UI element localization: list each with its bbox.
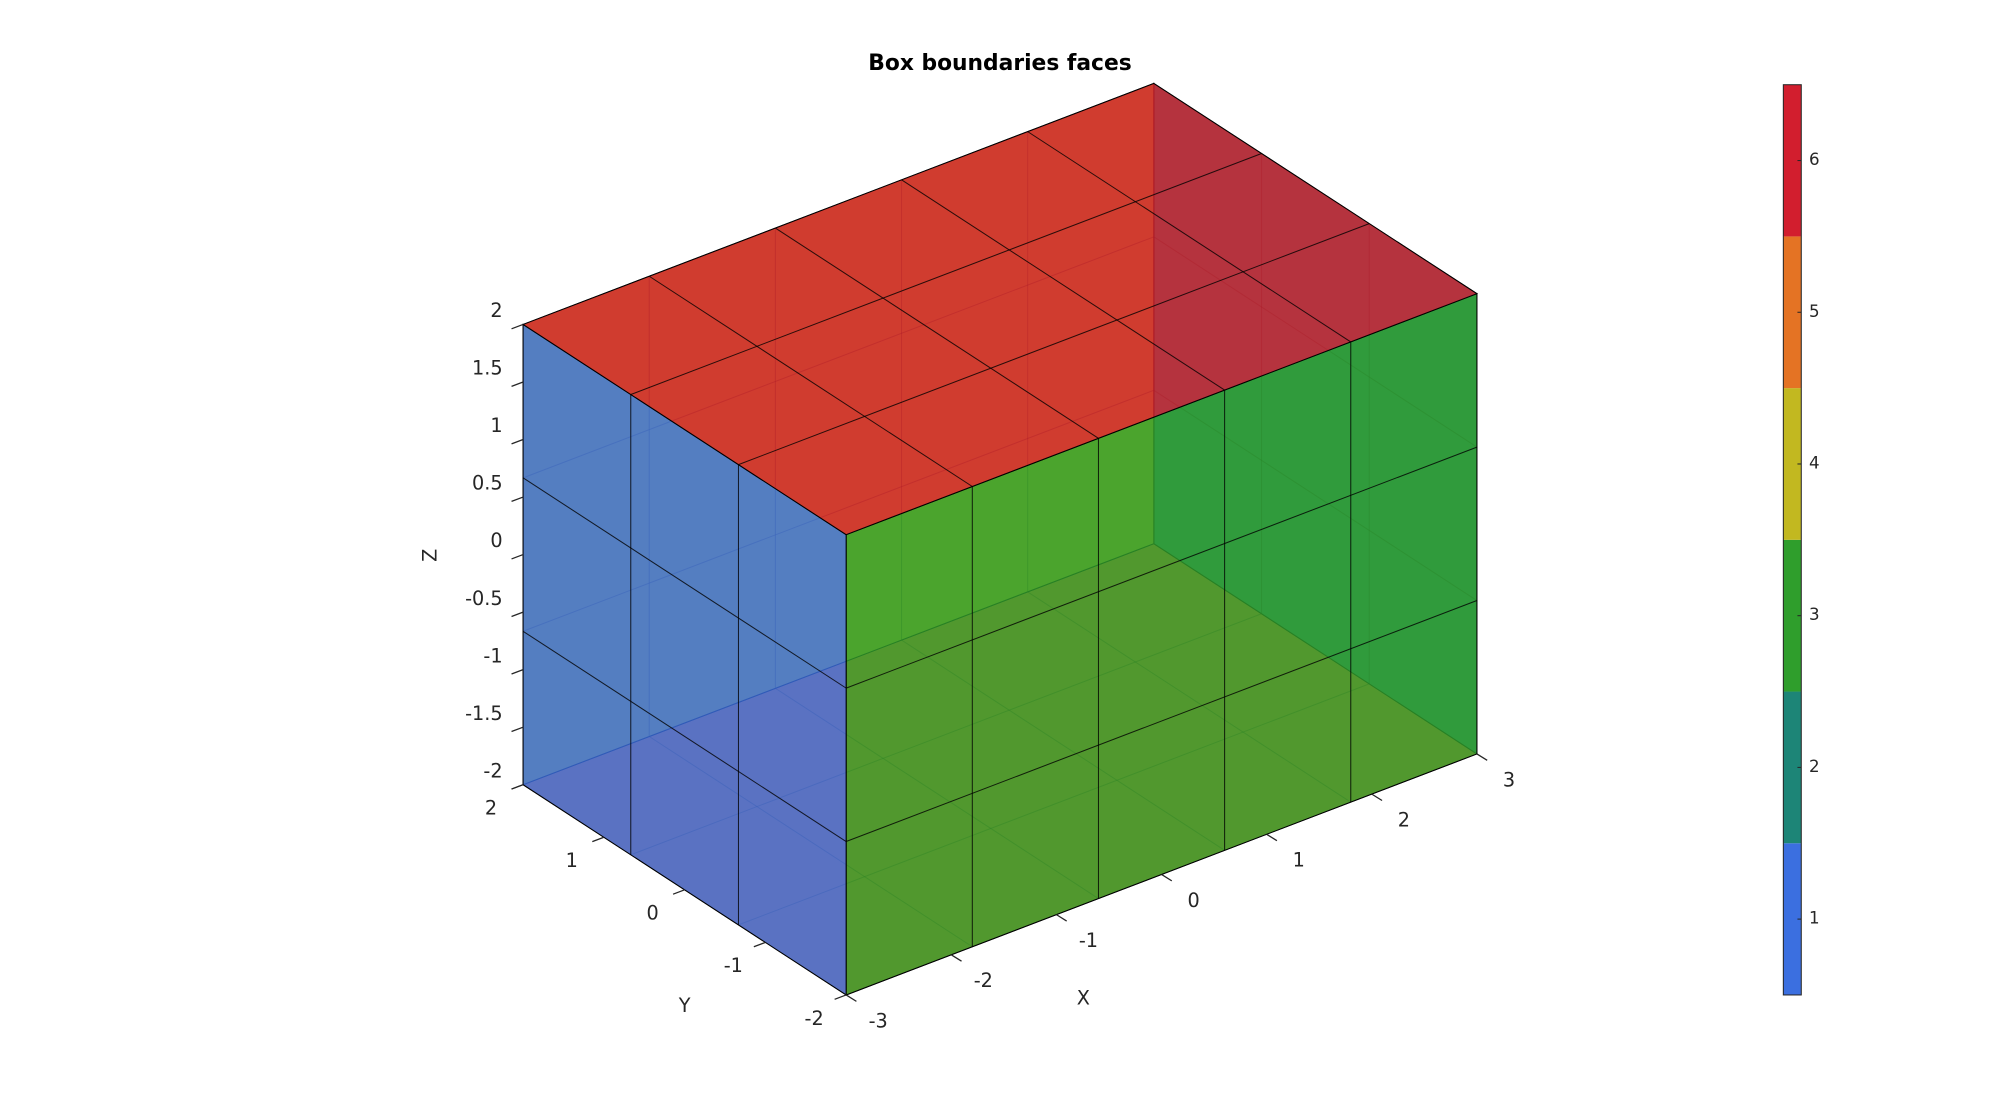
colorbar-segment [1783,539,1802,692]
y-tick [753,941,766,948]
y-tick-label: 0 [646,902,658,925]
z-tick-label: -2 [483,759,502,782]
z-tick-label: 0 [490,529,502,552]
chart-title: Box boundaries faces [868,51,1131,76]
x-tick-label: 2 [1398,809,1410,832]
y-tick-label: -2 [805,1007,824,1030]
x-tick [1056,914,1068,922]
y-axis-label: Y [678,994,691,1017]
colorbar-tick-label: 1 [1809,909,1820,928]
y-tick [672,889,685,895]
mesh-line [630,153,1262,396]
z-tick-label: 1.5 [472,357,503,380]
mesh-line [648,275,973,487]
z-tick [511,496,524,503]
x-tick-label: -3 [869,1009,888,1032]
z-tick [511,553,524,560]
z-tick [511,669,524,675]
x-tick [1266,833,1278,842]
colorbar-tick-label: 5 [1809,302,1820,321]
z-axis-label: Z [418,549,441,562]
mesh-line [901,179,1225,391]
colorbar-segment [1783,388,1802,540]
z-tick [511,323,524,330]
z-tick-label: 2 [490,299,502,322]
colorbar-segment [1783,843,1802,995]
y-tick [592,836,605,843]
x-tick-label: -1 [1079,929,1098,952]
mesh-line [522,630,847,842]
x-axis-label: X [1077,986,1090,1009]
z-tick [511,611,524,618]
colorbar-tick-label: 6 [1809,150,1820,169]
x-tick-label: 0 [1187,889,1199,912]
x-tick-label: -2 [974,969,993,992]
z-tick-label: -1.5 [465,702,503,725]
mesh-line [1027,131,1352,343]
x-tick-label: 1 [1293,849,1305,872]
x-tick [1161,873,1173,882]
mesh-line [845,446,1478,689]
mesh-line [845,600,1478,843]
y-tick-label: -1 [724,954,743,977]
colorbar-frame [1782,84,1802,996]
x-tick [950,954,962,962]
mesh-line [775,227,1099,439]
z-tick-label: 1 [490,414,502,437]
mesh-line [738,223,1370,466]
x-tick-label: 3 [1503,768,1515,791]
colorbar-segment [1783,236,1802,389]
z-tick [511,784,524,790]
z-tick [511,381,524,387]
x-tick [845,994,857,1002]
z-tick-label: 0.5 [472,472,503,495]
y-tick [834,994,847,1000]
mesh-line [522,477,847,689]
colorbar-tick-label: 4 [1809,453,1820,472]
x-tick [1476,753,1488,761]
z-tick [511,438,524,445]
colorbar-tick-label: 3 [1809,605,1820,624]
z-tick-label: -0.5 [465,587,503,610]
z-tick-label: -1 [483,644,502,667]
x-tick [1371,793,1383,802]
z-tick [511,726,524,733]
y-tick-label: 2 [485,797,497,820]
colorbar-segment [1783,691,1802,844]
colorbar-tick-label: 2 [1809,757,1820,776]
colorbar-segment [1783,84,1802,237]
y-tick-label: 1 [566,849,578,872]
